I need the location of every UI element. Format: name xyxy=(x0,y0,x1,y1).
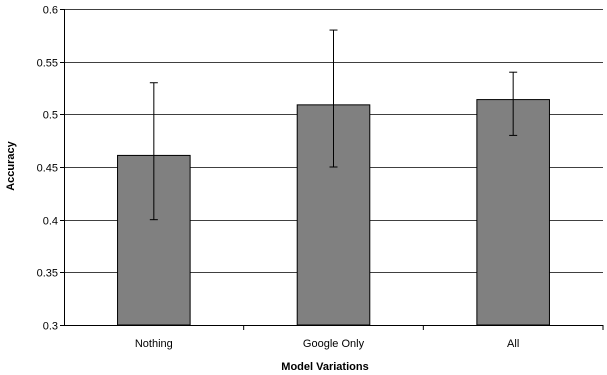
x-tick-label: Nothing xyxy=(135,338,173,350)
y-tick-label: 0.6 xyxy=(43,5,58,17)
y-tick-label: 0.3 xyxy=(43,321,58,333)
bars xyxy=(117,99,550,326)
y-tick-label: 0.55 xyxy=(37,58,58,70)
y-axis-label: Accuracy xyxy=(5,140,17,190)
y-tick-label: 0.4 xyxy=(43,216,58,228)
x-axis-label: Model Variations xyxy=(281,361,368,373)
y-tick-label: 0.35 xyxy=(37,268,58,280)
y-tick-label: 0.45 xyxy=(37,163,58,175)
y-tick-label: 0.5 xyxy=(43,110,58,122)
x-tick-label: All xyxy=(507,338,519,350)
x-tick-labels: Nothing Google Only All xyxy=(135,325,604,350)
bar xyxy=(476,99,550,326)
error-bars xyxy=(149,29,518,221)
axes xyxy=(64,9,603,326)
x-tick-label: Google Only xyxy=(303,338,365,350)
y-tick-labels: 0.3 0.35 0.4 0.45 0.5 0.55 0.6 xyxy=(37,5,64,333)
